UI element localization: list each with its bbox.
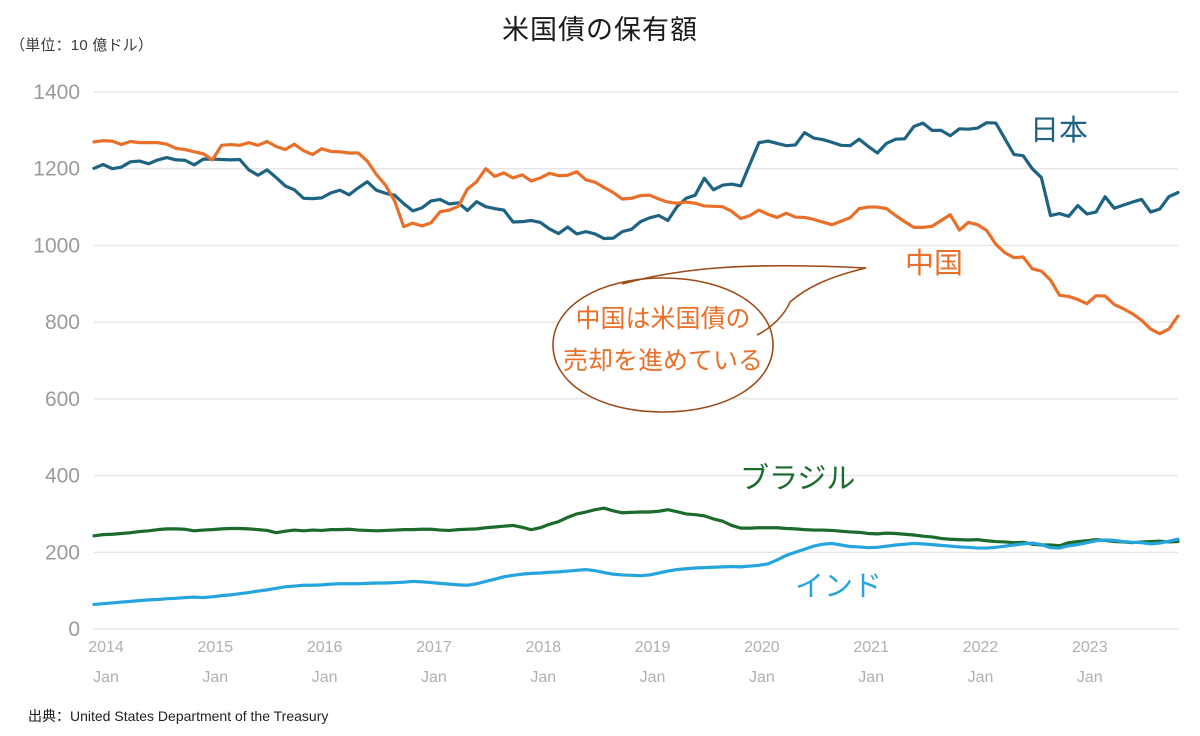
source-note: 出典：United States Department of the Treas… xyxy=(28,708,329,724)
axis-unit-label: （単位：10 億ドル） xyxy=(10,37,154,54)
series-label-ブラジル: ブラジル xyxy=(740,462,855,495)
x-axis-month-label: Jan xyxy=(202,669,228,686)
series-label-インド: インド xyxy=(795,571,882,603)
page-title: 米国債の保有額 xyxy=(502,15,698,45)
annotation-callout: 中国は米国債の 売却を進めている xyxy=(552,264,867,413)
x-axis-month-label: Jan xyxy=(530,669,556,686)
y-axis-tick-label: 1200 xyxy=(33,158,80,181)
x-axis-month-label: Jan xyxy=(93,669,119,686)
x-axis-year-label: 2020 xyxy=(744,639,780,656)
series-lines-group xyxy=(92,121,1180,607)
y-axis-tick-label: 400 xyxy=(45,465,80,488)
series-line-日本 xyxy=(92,121,1180,241)
x-axis-month-label: Jan xyxy=(312,669,338,686)
x-axis-month-label: Jan xyxy=(749,669,775,686)
x-axis-year-label: 2021 xyxy=(853,639,889,656)
series-label-中国: 中国 xyxy=(905,247,963,280)
callout-text-line-2: 売却を進めている xyxy=(563,347,763,375)
callout-text-line-1: 中国は米国債の xyxy=(575,305,750,333)
x-axis-month-label: Jan xyxy=(640,669,666,686)
y-axis-tick-labels: 0 200 400 600 800 1000 1200 1400 xyxy=(33,81,80,641)
y-axis-tick-label: 200 xyxy=(45,541,80,564)
x-axis-year-label: 2017 xyxy=(416,639,452,656)
y-axis-tick-label: 1400 xyxy=(33,81,80,104)
x-axis-month-label: Jan xyxy=(421,669,447,686)
callout-tail-shape xyxy=(621,264,867,336)
x-axis-year-label: 2015 xyxy=(198,639,234,656)
x-axis-year-label: 2018 xyxy=(525,639,561,656)
series-label-日本: 日本 xyxy=(1030,114,1088,147)
y-axis-tick-label: 1000 xyxy=(33,234,80,257)
series-line-インド xyxy=(92,537,1180,607)
x-axis-year-label: 2022 xyxy=(963,639,999,656)
x-axis-year-label: 2023 xyxy=(1072,639,1108,656)
x-axis-month-label: Jan xyxy=(968,669,994,686)
y-axis-tick-label: 600 xyxy=(45,388,80,411)
x-axis-year-label: 2016 xyxy=(307,639,343,656)
x-axis-month-label: Jan xyxy=(1077,669,1103,686)
series-line-ブラジル xyxy=(92,506,1180,548)
series-line-中国 xyxy=(92,139,1180,336)
y-axis-tick-label: 0 xyxy=(68,618,80,641)
x-axis-year-label: 2019 xyxy=(635,639,671,656)
callout-bubble-shape xyxy=(552,277,774,413)
x-axis-tick-labels: 2014 Jan 2015 Jan 2016 Jan 2017 Jan 2018 Jan 2019 J… xyxy=(88,639,1107,686)
line-chart-svg: 0 200 400 600 800 1000 1200 1400 2014 Jan 2015 Jan… xyxy=(33,81,1180,686)
y-axis-tick-label: 800 xyxy=(45,311,80,334)
x-axis-month-label: Jan xyxy=(858,669,884,686)
x-axis-year-label: 2014 xyxy=(88,639,124,656)
